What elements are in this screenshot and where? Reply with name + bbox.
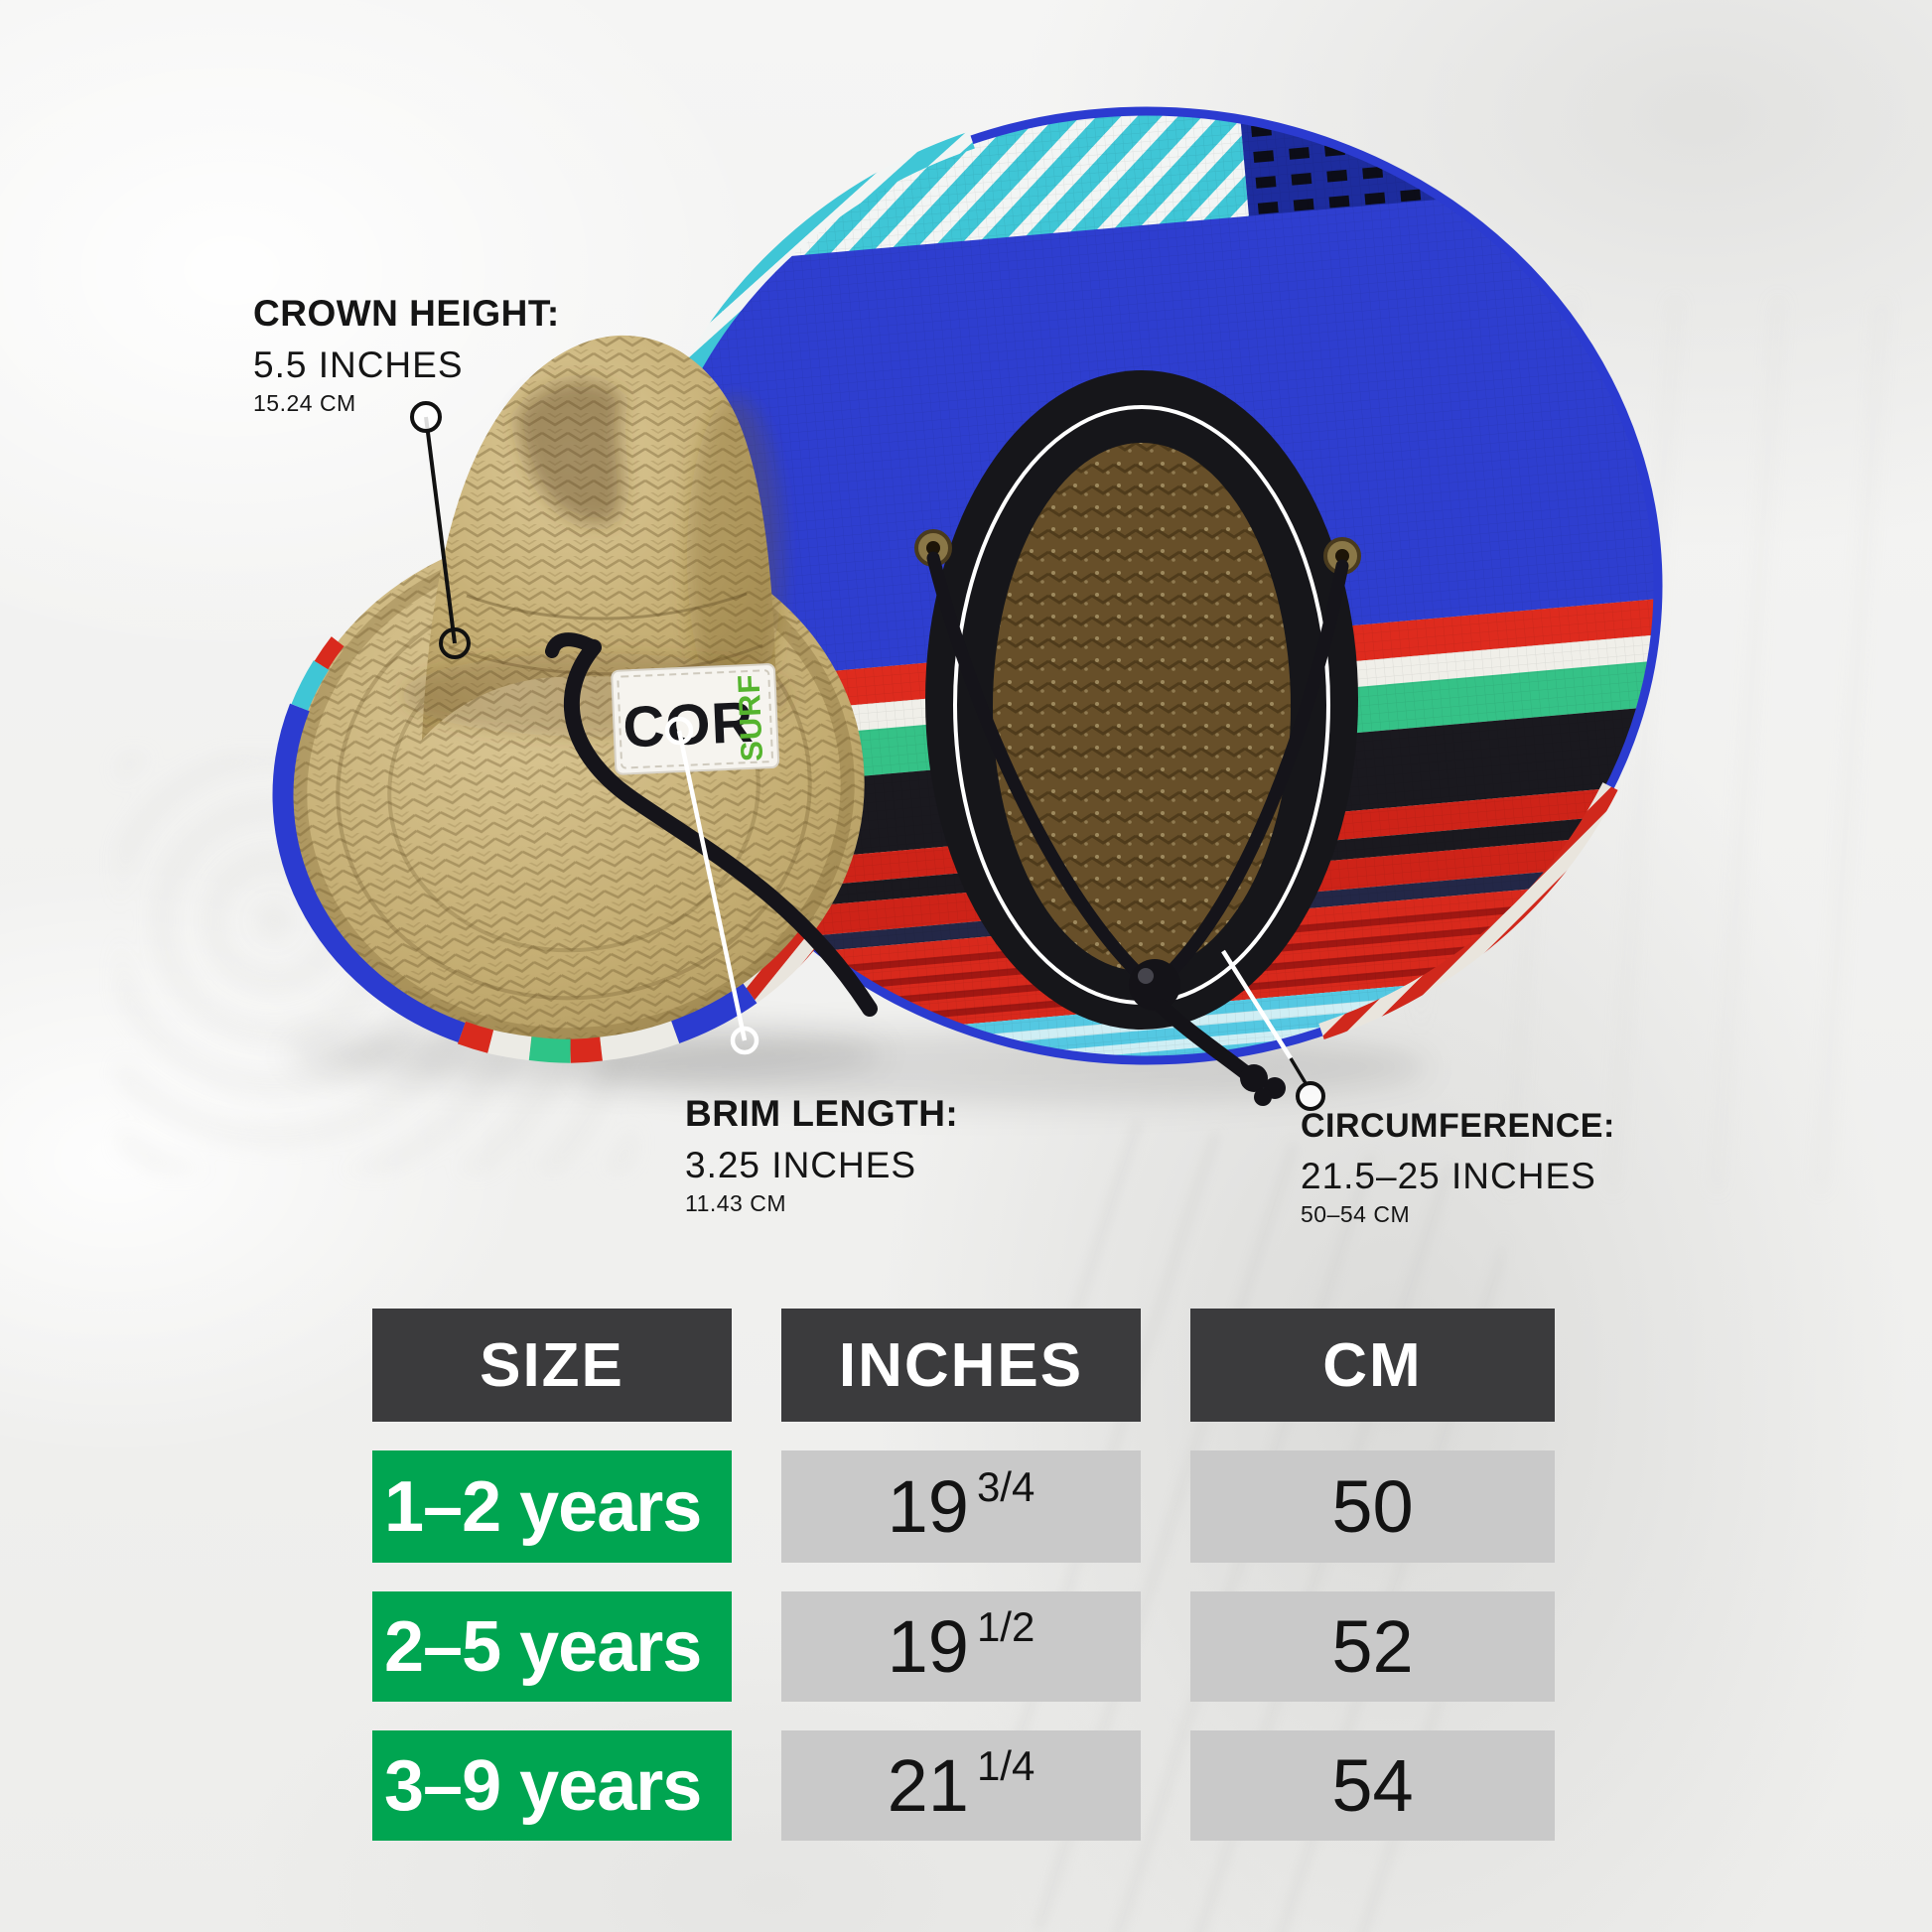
inches-fraction: 1/4 (976, 1741, 1035, 1789)
side-hat-photo: COR SURF (272, 335, 878, 1063)
side-rim-teal (291, 660, 330, 711)
circumference-annotation: CIRCUMFERENCE: 21.5–25 INCHES 50–54 CM (1301, 1108, 1615, 1227)
brim-length-label: BRIM LENGTH: (685, 1093, 959, 1134)
rim-stripe-red-white (1318, 782, 1618, 1040)
cord-toggle-bead (1129, 959, 1180, 1011)
grommet-left-hole (926, 541, 940, 555)
circumference-label: CIRCUMFERENCE: (1301, 1107, 1615, 1145)
chin-cord-right (1157, 559, 1349, 986)
cord-end-knot (1240, 1064, 1286, 1106)
table-row-cm-cell: 54 (1190, 1730, 1555, 1841)
crown-height-callout-circle-bottom (439, 627, 471, 659)
table-row-size-cell: 3–9 years (372, 1730, 732, 1841)
crown-chin-cord (564, 639, 878, 1017)
inches-fraction: 1/2 (976, 1602, 1035, 1650)
crown-side-shade (687, 397, 782, 715)
circumference-cm: 50–54 CM (1301, 1200, 1411, 1227)
circumference-inches: 21.5–25 INCHES (1301, 1155, 1596, 1196)
side-rim-white-2 (487, 1030, 532, 1060)
size-table: SIZE INCHES CM 1–2 years 19 3/4 50 2–5 ye… (372, 1309, 1555, 1841)
table-row-cm-cell: 50 (1190, 1450, 1555, 1563)
table-row-cm-cell: 52 (1190, 1591, 1555, 1702)
brim-length-callout-circle-bottom (730, 1026, 759, 1055)
table-row-inches-cell: 19 1/2 (781, 1591, 1141, 1702)
patch-text-surf: SURF (731, 673, 769, 762)
inches-whole: 19 (887, 1605, 969, 1688)
rim-stripe-teal-white (674, 131, 975, 390)
circumference-callout-line-white (1221, 949, 1293, 1060)
crown-height-annotation: CROWN HEIGHT: 5.5 INCHES 15.24 CM (253, 294, 560, 416)
table-row-inches-cell: 21 1/4 (781, 1730, 1141, 1841)
size-table-header-cm: CM (1190, 1309, 1555, 1422)
side-rim-red-3 (314, 636, 345, 670)
side-rim-red-1 (570, 1036, 603, 1063)
inches-whole: 19 (887, 1465, 969, 1548)
side-rim-red-2 (457, 1021, 494, 1053)
size-table-header-inches: INCHES (781, 1309, 1141, 1422)
chin-cord-left (926, 551, 1151, 986)
crown-height-label: CROWN HEIGHT: (253, 293, 560, 334)
crown-weave-texture (422, 335, 776, 740)
side-rim-white-1 (600, 1021, 680, 1061)
cor-surf-patch: COR SURF (611, 663, 780, 775)
grommet-right-hole (1335, 549, 1349, 563)
cord-tail (1154, 999, 1253, 1080)
crown-height-cm: 15.24 CM (253, 389, 356, 416)
size-table-header-size: SIZE (372, 1309, 732, 1422)
table-row-inches-cell: 19 3/4 (781, 1450, 1141, 1563)
table-row-size-cell: 2–5 years (372, 1591, 732, 1702)
crown-pinch-dent (516, 380, 623, 524)
inches-fraction: 3/4 (976, 1462, 1035, 1510)
table-row-size-cell: 1–2 years (372, 1450, 732, 1563)
circumference-callout-circle (1296, 1081, 1325, 1111)
crown-height-callout-circle-top (410, 401, 442, 433)
callouts (410, 401, 1325, 1111)
side-rim-green (528, 1036, 571, 1063)
circumference-callout-line-black (1289, 1057, 1308, 1084)
side-rim-blue-1 (670, 983, 758, 1043)
cord-toggle-highlight (1138, 968, 1154, 984)
brim-length-annotation: BRIM LENGTH: 3.25 INCHES 11.43 CM (685, 1094, 958, 1216)
brim-length-callout-line (676, 730, 748, 1041)
side-rim-blue-2 (272, 703, 466, 1043)
straw-crown-interior (993, 443, 1291, 971)
brim-length-callout-circle-top (664, 716, 694, 746)
crown-height-callout-line (424, 416, 457, 644)
crown-interior-shade (993, 443, 1291, 971)
inches-whole: 21 (887, 1744, 969, 1827)
brim-length-inches: 3.25 INCHES (685, 1144, 917, 1185)
crown-band-line-1 (466, 592, 748, 621)
crown-height-inches: 5.5 INCHES (253, 344, 464, 385)
brim-length-cm: 11.43 CM (685, 1189, 787, 1216)
